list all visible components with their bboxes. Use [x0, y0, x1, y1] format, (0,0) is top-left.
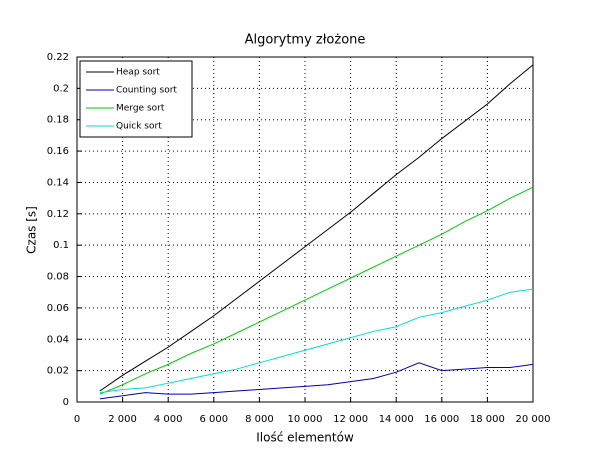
x-tick-label: 0 [74, 414, 80, 425]
legend-box [79, 60, 193, 138]
x-tick-label: 20 000 [516, 414, 551, 425]
x-tick-label: 12 000 [333, 414, 368, 425]
x-tick-label: 8 000 [245, 414, 274, 425]
y-tick-label: 0.04 [47, 334, 69, 345]
y-tick-label: 0.16 [47, 146, 69, 157]
y-tick-label: 0.06 [47, 303, 69, 314]
x-tick-label: 14 000 [379, 414, 414, 425]
y-tick-label: 0.18 [47, 115, 69, 126]
legend-label: Heap sort [116, 68, 160, 78]
series-line [99, 186, 534, 395]
y-tick-label: 0.14 [47, 177, 69, 188]
legend-label: Merge sort [116, 104, 165, 114]
x-tick-label: 2 000 [108, 414, 137, 425]
y-tick-label: 0.1 [53, 240, 69, 251]
legend-label: Quick sort [116, 122, 162, 132]
legend-label: Counting sort [116, 86, 177, 96]
y-axis-label: Czas [s] [25, 206, 39, 254]
x-tick-label: 18 000 [470, 414, 505, 425]
series-line [99, 64, 534, 392]
x-axis-label: Ilość elementów [256, 431, 354, 445]
plot-frame [76, 56, 534, 403]
y-tick-label: 0.02 [47, 366, 69, 377]
x-tick-label: 16 000 [424, 414, 459, 425]
x-tick-label: 4 000 [154, 414, 183, 425]
y-tick-label: 0.08 [47, 272, 69, 283]
chart-title: Algorytmy złożone [245, 33, 366, 48]
y-tick-label: 0.22 [47, 52, 69, 63]
y-tick-label: 0.2 [53, 83, 69, 94]
series-line [99, 362, 534, 400]
x-tick-label: 10 000 [288, 414, 323, 425]
y-tick-label: 0.12 [47, 209, 69, 220]
x-tick-label: 6 000 [199, 414, 228, 425]
y-tick-label: 0 [63, 397, 69, 408]
series-line [99, 288, 534, 394]
